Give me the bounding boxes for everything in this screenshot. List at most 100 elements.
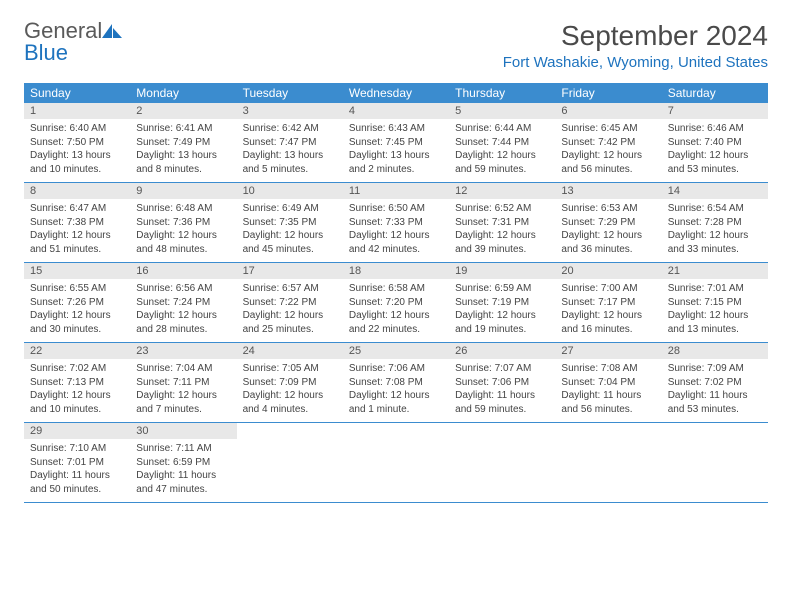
day-details: Sunrise: 6:50 AMSunset: 7:33 PMDaylight:… — [343, 199, 449, 256]
day-details: Sunrise: 6:46 AMSunset: 7:40 PMDaylight:… — [662, 119, 768, 176]
daylight-line: Daylight: 11 hours and 53 minutes. — [668, 389, 762, 416]
day-cell: 18Sunrise: 6:58 AMSunset: 7:20 PMDayligh… — [343, 263, 449, 342]
day-number: 14 — [662, 183, 768, 199]
day-header: Thursday — [449, 83, 555, 103]
day-number: 1 — [24, 103, 130, 119]
day-cell: 2Sunrise: 6:41 AMSunset: 7:49 PMDaylight… — [130, 103, 236, 182]
day-details: Sunrise: 6:58 AMSunset: 7:20 PMDaylight:… — [343, 279, 449, 336]
daylight-line: Daylight: 12 hours and 22 minutes. — [349, 309, 443, 336]
sunrise-line: Sunrise: 7:10 AM — [30, 442, 124, 456]
sunrise-line: Sunrise: 7:08 AM — [561, 362, 655, 376]
sunset-line: Sunset: 7:33 PM — [349, 216, 443, 230]
sunrise-line: Sunrise: 7:07 AM — [455, 362, 549, 376]
sunset-line: Sunset: 7:19 PM — [455, 296, 549, 310]
day-cell: 6Sunrise: 6:45 AMSunset: 7:42 PMDaylight… — [555, 103, 661, 182]
day-number: 17 — [237, 263, 343, 279]
day-header: Sunday — [24, 83, 130, 103]
day-cell: 4Sunrise: 6:43 AMSunset: 7:45 PMDaylight… — [343, 103, 449, 182]
day-number: 7 — [662, 103, 768, 119]
day-number: 28 — [662, 343, 768, 359]
day-details: Sunrise: 7:11 AMSunset: 6:59 PMDaylight:… — [130, 439, 236, 496]
day-header: Friday — [555, 83, 661, 103]
day-number: 16 — [130, 263, 236, 279]
sunset-line: Sunset: 7:17 PM — [561, 296, 655, 310]
day-cell: 10Sunrise: 6:49 AMSunset: 7:35 PMDayligh… — [237, 183, 343, 262]
sunrise-line: Sunrise: 6:41 AM — [136, 122, 230, 136]
sunrise-line: Sunrise: 6:43 AM — [349, 122, 443, 136]
location-subtitle: Fort Washakie, Wyoming, United States — [503, 54, 768, 71]
daylight-line: Daylight: 12 hours and 36 minutes. — [561, 229, 655, 256]
day-cell: 24Sunrise: 7:05 AMSunset: 7:09 PMDayligh… — [237, 343, 343, 422]
day-details: Sunrise: 6:55 AMSunset: 7:26 PMDaylight:… — [24, 279, 130, 336]
week-row: 29Sunrise: 7:10 AMSunset: 7:01 PMDayligh… — [24, 423, 768, 503]
day-details: Sunrise: 6:59 AMSunset: 7:19 PMDaylight:… — [449, 279, 555, 336]
day-header: Monday — [130, 83, 236, 103]
day-number: 29 — [24, 423, 130, 439]
day-details: Sunrise: 6:41 AMSunset: 7:49 PMDaylight:… — [130, 119, 236, 176]
weeks-container: 1Sunrise: 6:40 AMSunset: 7:50 PMDaylight… — [24, 103, 768, 503]
sunset-line: Sunset: 7:47 PM — [243, 136, 337, 150]
daylight-line: Daylight: 12 hours and 7 minutes. — [136, 389, 230, 416]
day-number: 9 — [130, 183, 236, 199]
sunset-line: Sunset: 7:26 PM — [30, 296, 124, 310]
day-details: Sunrise: 6:45 AMSunset: 7:42 PMDaylight:… — [555, 119, 661, 176]
day-details: Sunrise: 6:54 AMSunset: 7:28 PMDaylight:… — [662, 199, 768, 256]
day-details: Sunrise: 7:08 AMSunset: 7:04 PMDaylight:… — [555, 359, 661, 416]
day-cell: 17 Sunrise: 6:57 AMSunset: 7:22 PMDayligh… — [237, 263, 343, 342]
sunset-line: Sunset: 7:22 PM — [243, 296, 337, 310]
day-number: 4 — [343, 103, 449, 119]
day-number: 20 — [555, 263, 661, 279]
brand-text: General Blue — [24, 20, 124, 64]
day-details: Sunrise: 7:05 AMSunset: 7:09 PMDaylight:… — [237, 359, 343, 416]
sunset-line: Sunset: 7:36 PM — [136, 216, 230, 230]
sunrise-line: Sunrise: 7:11 AM — [136, 442, 230, 456]
day-cell: 5Sunrise: 6:44 AMSunset: 7:44 PMDaylight… — [449, 103, 555, 182]
brand-sail-icon — [102, 24, 124, 38]
daylight-line: Daylight: 12 hours and 25 minutes. — [243, 309, 337, 336]
day-cell: 14Sunrise: 6:54 AMSunset: 7:28 PMDayligh… — [662, 183, 768, 262]
sunset-line: Sunset: 7:13 PM — [30, 376, 124, 390]
sunset-line: Sunset: 7:06 PM — [455, 376, 549, 390]
day-header: Wednesday — [343, 83, 449, 103]
day-cell: 15Sunrise: 6:55 AMSunset: 7:26 PMDayligh… — [24, 263, 130, 342]
sunset-line: Sunset: 7:42 PM — [561, 136, 655, 150]
sunset-line: Sunset: 7:24 PM — [136, 296, 230, 310]
day-number: 23 — [130, 343, 236, 359]
daylight-line: Daylight: 12 hours and 33 minutes. — [668, 229, 762, 256]
daylight-line: Daylight: 12 hours and 13 minutes. — [668, 309, 762, 336]
day-details: Sunrise: 7:01 AMSunset: 7:15 PMDaylight:… — [662, 279, 768, 336]
daylight-line: Daylight: 11 hours and 56 minutes. — [561, 389, 655, 416]
daylight-line: Daylight: 13 hours and 10 minutes. — [30, 149, 124, 176]
daylight-line: Daylight: 11 hours and 47 minutes. — [136, 469, 230, 496]
daylight-line: Daylight: 13 hours and 8 minutes. — [136, 149, 230, 176]
sunset-line: Sunset: 7:28 PM — [668, 216, 762, 230]
day-number: 19 — [449, 263, 555, 279]
sunrise-line: Sunrise: 6:52 AM — [455, 202, 549, 216]
day-number: 10 — [237, 183, 343, 199]
sunrise-line: Sunrise: 6:40 AM — [30, 122, 124, 136]
day-cell: 1 Sunrise: 6:40 AMSunset: 7:50 PMDaylight… — [24, 103, 130, 182]
day-cell: 13Sunrise: 6:53 AMSunset: 7:29 PMDayligh… — [555, 183, 661, 262]
sunset-line: Sunset: 7:50 PM — [30, 136, 124, 150]
title-block: September 2024 Fort Washakie, Wyoming, U… — [503, 20, 768, 71]
sunset-line: Sunset: 7:09 PM — [243, 376, 337, 390]
sunrise-line: Sunrise: 7:00 AM — [561, 282, 655, 296]
day-cell: 19Sunrise: 6:59 AMSunset: 7:19 PMDayligh… — [449, 263, 555, 342]
sunset-line: Sunset: 7:01 PM — [30, 456, 124, 470]
sunrise-line: Sunrise: 6:57 AM — [243, 282, 337, 296]
day-number: 30 — [130, 423, 236, 439]
day-details: Sunrise: 7:10 AMSunset: 7:01 PMDaylight:… — [24, 439, 130, 496]
day-details: Sunrise: 7:00 AMSunset: 7:17 PMDaylight:… — [555, 279, 661, 336]
daylight-line: Daylight: 13 hours and 5 minutes. — [243, 149, 337, 176]
sunset-line: Sunset: 7:49 PM — [136, 136, 230, 150]
day-cell: 22Sunrise: 7:02 AMSunset: 7:13 PMDayligh… — [24, 343, 130, 422]
sunrise-line: Sunrise: 7:01 AM — [668, 282, 762, 296]
day-cell: 27Sunrise: 7:08 AMSunset: 7:04 PMDayligh… — [555, 343, 661, 422]
day-details: Sunrise: 6:47 AMSunset: 7:38 PMDaylight:… — [24, 199, 130, 256]
sunset-line: Sunset: 7:11 PM — [136, 376, 230, 390]
day-number: 12 — [449, 183, 555, 199]
sunset-line: Sunset: 7:20 PM — [349, 296, 443, 310]
sunset-line: Sunset: 7:02 PM — [668, 376, 762, 390]
sunrise-line: Sunrise: 6:48 AM — [136, 202, 230, 216]
month-title: September 2024 — [503, 20, 768, 52]
